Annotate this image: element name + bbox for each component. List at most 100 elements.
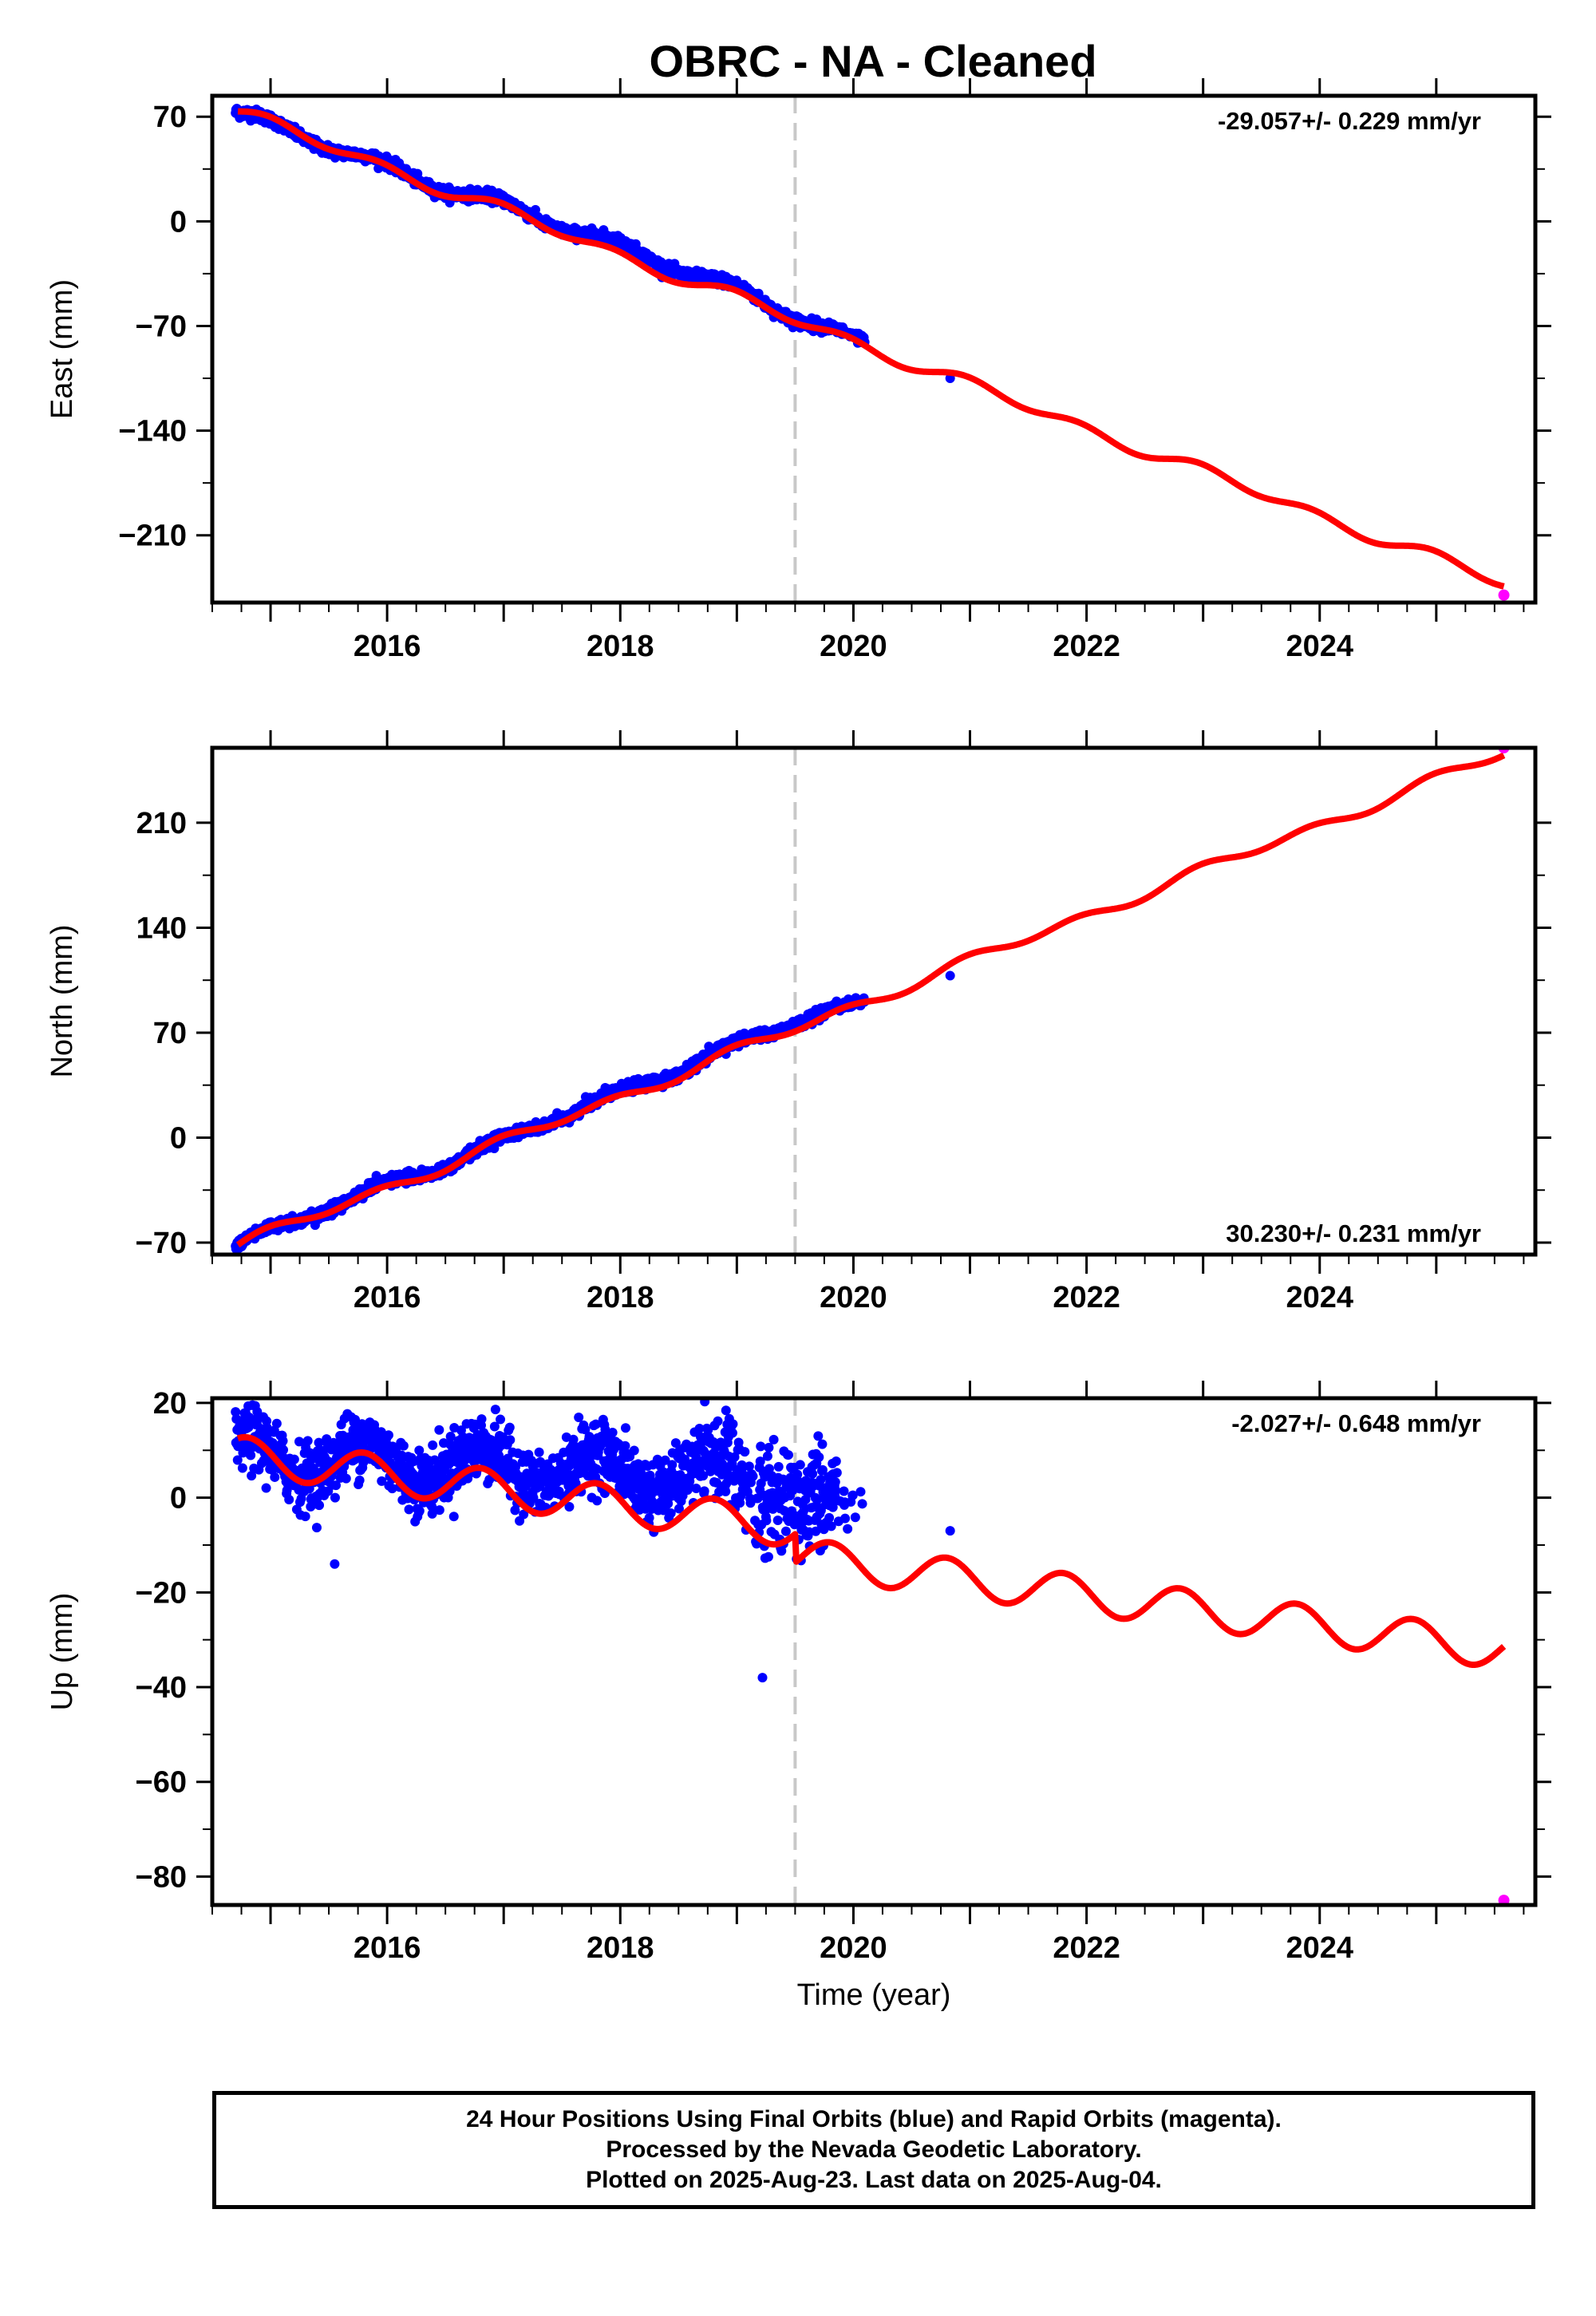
final-orbit-point (620, 1441, 630, 1451)
plot-area-up (231, 1398, 1510, 1905)
footer-line-2: Processed by the Nevada Geodetic Laborat… (606, 2136, 1142, 2163)
final-orbit-point (278, 1436, 288, 1446)
final-orbit-point (768, 1434, 779, 1445)
final-orbit-point (762, 1451, 772, 1461)
final-orbit-point (763, 1551, 773, 1562)
footer-line-3: Plotted on 2025-Aug-23. Last data on 202… (586, 2167, 1162, 2193)
final-orbit-point (398, 1441, 409, 1451)
y-tick-label: 0 (170, 1482, 187, 1516)
final-orbit-point (667, 1460, 678, 1470)
final-orbit-point (780, 1526, 791, 1536)
final-orbit-point (330, 1492, 340, 1503)
model-fit-line (235, 752, 1507, 1248)
final-orbit-point (302, 1436, 313, 1446)
rate-label: 30.230+/- 0.231 mm/yr (1226, 1219, 1481, 1247)
y-tick-label: −20 (136, 1576, 187, 1610)
x-tick-label: 2018 (587, 1281, 654, 1314)
y-tick-label: 210 (136, 807, 187, 840)
y-tick-label: 70 (153, 101, 187, 134)
final-orbit-point (945, 970, 955, 981)
x-axis-label: Time (year) (797, 1978, 951, 2012)
y-tick-label: −40 (136, 1671, 187, 1705)
final-orbit-point (783, 1450, 793, 1460)
panels: 2016 2018 2020 2022 2024 70 0 −70 −140 −210 East (… (45, 78, 1551, 2012)
final-orbit-point (629, 1445, 639, 1456)
rate-label: -2.027+/- 0.648 mm/yr (1231, 1409, 1481, 1437)
y-axis-label: East (mm) (45, 279, 79, 419)
final-orbit-point (761, 1516, 772, 1526)
model-fit-line (235, 108, 1507, 590)
final-orbit-point (808, 1468, 818, 1479)
final-orbit-point (341, 1473, 351, 1484)
final-orbit-point (843, 1524, 853, 1534)
final-orbit-point (830, 1477, 840, 1488)
final-orbit-point (270, 1472, 280, 1482)
final-orbit-point (666, 1508, 676, 1519)
final-orbit-point (247, 1471, 257, 1481)
plot-area-east (231, 96, 1510, 603)
final-orbit-point (414, 1506, 425, 1516)
x-tick-label: 2024 (1286, 1931, 1353, 1965)
y-tick-label: −140 (118, 415, 187, 449)
x-tick-label: 2018 (587, 1931, 654, 1965)
x-tick-label: 2020 (820, 1281, 887, 1314)
final-orbit-point (831, 1456, 841, 1466)
x-tick-label: 2024 (1286, 630, 1353, 663)
x-tick-label: 2022 (1053, 1281, 1120, 1314)
final-orbit-point (294, 1437, 304, 1447)
final-orbit-point (505, 1435, 516, 1445)
final-orbit-point (330, 1480, 341, 1491)
final-orbit-point (231, 1407, 241, 1417)
plot-frame (210, 745, 1538, 1257)
final-orbit-point (434, 1505, 444, 1516)
y-tick-label: 0 (170, 1121, 187, 1155)
x-tick-label: 2016 (354, 1281, 421, 1314)
final-orbit-point (489, 1144, 500, 1154)
final-orbit-point (839, 1486, 849, 1496)
final-orbit-point (607, 1428, 618, 1438)
y-tick-label: −70 (136, 310, 187, 343)
final-orbit-point (721, 1405, 731, 1416)
final-orbit-point (817, 1439, 828, 1449)
final-orbit-point (831, 1485, 841, 1496)
x-tick-label: 2022 (1053, 630, 1120, 663)
final-orbit-point (857, 1499, 867, 1509)
y-axis-label: North (mm) (45, 924, 79, 1077)
final-orbit-point (728, 1419, 738, 1429)
final-orbit-point (330, 1559, 340, 1569)
x-tick-label: 2016 (354, 630, 421, 663)
y-tick-label: −210 (118, 520, 187, 553)
final-orbit-point (772, 1516, 783, 1526)
final-orbit-point (773, 1461, 784, 1472)
final-orbit-point (496, 1414, 506, 1425)
final-orbit-point (279, 1445, 289, 1455)
figure-title: OBRC - NA - Cleaned (649, 36, 1096, 86)
final-orbit-point (314, 1500, 325, 1511)
x-tick-label: 2024 (1286, 1281, 1353, 1314)
final-orbit-point (246, 1450, 256, 1460)
final-orbit-point (296, 1493, 306, 1504)
plot-area-north (231, 748, 1510, 1255)
final-orbit-point (713, 1416, 723, 1426)
final-orbit-point (284, 1494, 294, 1504)
final-orbit-point (271, 1418, 282, 1429)
final-orbit-point (945, 1526, 955, 1536)
final-orbit-point (232, 1455, 243, 1465)
y-axis-label: Up (mm) (45, 1593, 79, 1711)
x-tick-label: 2022 (1053, 1931, 1120, 1965)
final-orbit-point (840, 1513, 851, 1524)
final-orbit-point (428, 1440, 438, 1450)
final-orbit-point (727, 1428, 737, 1438)
final-orbit-point (300, 1512, 310, 1522)
x-tick-label: 2020 (820, 1931, 887, 1965)
y-tick-label: 70 (153, 1017, 187, 1050)
final-orbit-point (434, 1425, 444, 1435)
rate-label: -29.057+/- 0.229 mm/yr (1218, 107, 1481, 135)
final-orbit-point (699, 1486, 709, 1496)
rapid-orbit-point (1498, 589, 1510, 601)
final-orbit-point (237, 1463, 247, 1473)
footer-line-1: 24 Hour Positions Using Final Orbits (bl… (466, 2106, 1282, 2132)
final-orbit-point (534, 1447, 544, 1457)
